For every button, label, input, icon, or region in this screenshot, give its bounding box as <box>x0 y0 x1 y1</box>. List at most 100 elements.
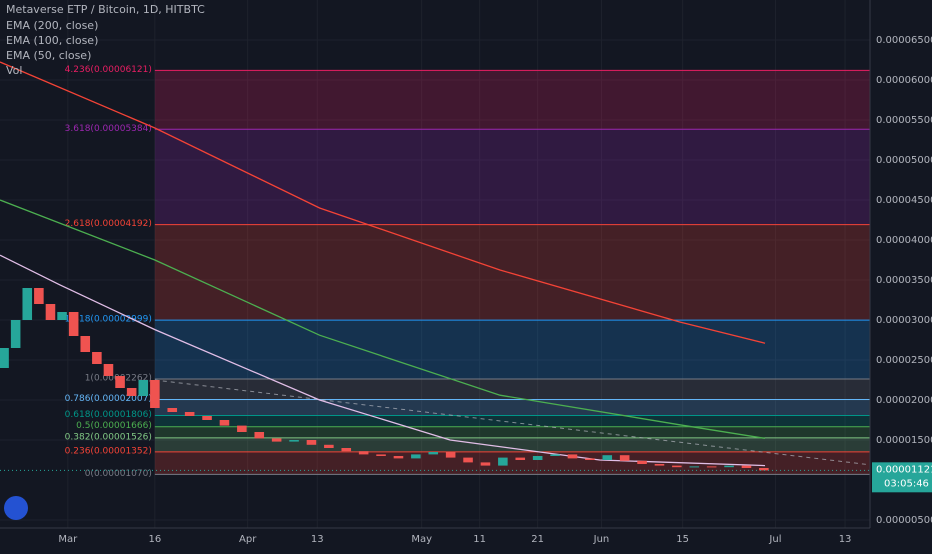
y-tick-label: 0.00003000 <box>876 315 932 326</box>
fib-band <box>154 129 871 225</box>
trendline <box>154 379 871 466</box>
x-tick-label: 16 <box>148 534 161 545</box>
last-price-box <box>872 462 932 493</box>
fib-label: 0.618(0.00001806) <box>65 410 152 420</box>
y-tick-label: 0.00006000 <box>876 75 932 86</box>
fib-label: 4.236(0.00006121) <box>65 65 152 75</box>
candle <box>184 412 195 416</box>
candle <box>237 425 247 432</box>
last-price-label: 0.00001121 <box>876 464 932 475</box>
candle <box>428 452 439 455</box>
candle <box>672 465 682 468</box>
fib-label: 0.382(0.00001526) <box>65 432 152 442</box>
candle <box>515 457 526 460</box>
fib-band <box>154 426 871 438</box>
x-tick-label: 11 <box>473 534 486 545</box>
x-tick-label: May <box>411 534 432 545</box>
candle <box>150 380 160 408</box>
y-tick-label: 0.00002000 <box>876 395 932 406</box>
fib-label: 0.236(0.00001352) <box>65 446 152 456</box>
candle <box>376 454 386 456</box>
ema-line <box>0 61 766 344</box>
fib-label: 0.786(0.00002007) <box>65 394 152 404</box>
candle <box>115 376 125 388</box>
candle <box>393 456 404 459</box>
candle <box>341 448 352 452</box>
candle <box>10 320 21 348</box>
fib-label: 0(0.00001070) <box>85 469 152 479</box>
candle <box>724 465 734 468</box>
y-tick-label: 0.00005500 <box>876 115 932 126</box>
fib-label: 1.618(0.00002999) <box>65 315 152 325</box>
candle <box>271 438 282 442</box>
candle <box>411 454 421 459</box>
candle <box>22 288 33 320</box>
legend-entry: EMA (100, close) <box>6 34 98 47</box>
legend-entry: EMA (200, close) <box>6 19 98 32</box>
x-tick-label: 13 <box>839 534 852 545</box>
candle <box>637 460 647 464</box>
y-tick-label: 0.00002500 <box>876 355 932 366</box>
fib-label: 3.618(0.00005384) <box>65 124 152 134</box>
y-tick-label: 0.00001500 <box>876 435 932 446</box>
fib-band <box>154 320 871 380</box>
x-tick-label: 21 <box>531 534 544 545</box>
x-tick-label: 15 <box>676 534 689 545</box>
y-tick-label: 0.00006500 <box>876 35 932 46</box>
candle <box>324 444 334 448</box>
fib-band <box>154 70 871 130</box>
chart-title: Metaverse ETP / Bitcoin, 1D, HITBTC <box>6 3 205 16</box>
candle <box>167 408 178 412</box>
candle <box>585 458 595 460</box>
fib-label: 2.618(0.00004192) <box>65 219 152 229</box>
x-tick-label: Apr <box>239 534 257 545</box>
fib-band <box>154 437 871 452</box>
candle <box>34 288 44 304</box>
candle <box>358 451 369 455</box>
x-tick-label: Mar <box>58 534 78 545</box>
y-tick-label: 0.00000500 <box>876 515 932 526</box>
candle <box>532 456 543 460</box>
logo <box>4 496 28 520</box>
ema-line <box>0 254 766 467</box>
y-tick-label: 0.00004000 <box>876 235 932 246</box>
fib-band <box>154 224 871 321</box>
y-tick-label: 0.00003500 <box>876 275 932 286</box>
candle <box>0 348 9 368</box>
candle <box>103 364 114 376</box>
candle <box>689 466 700 468</box>
x-tick-label: Jun <box>593 534 610 545</box>
candle <box>567 454 578 459</box>
candle <box>254 432 265 439</box>
candle <box>480 462 491 466</box>
candle <box>126 388 137 396</box>
x-tick-label: 13 <box>311 534 324 545</box>
fib-band <box>154 451 871 475</box>
candle <box>202 416 212 420</box>
candle <box>289 440 299 442</box>
candle <box>45 304 56 320</box>
candle <box>80 336 91 352</box>
candle <box>463 457 473 463</box>
y-tick-label: 0.00005000 <box>876 155 932 166</box>
candle <box>706 466 717 468</box>
candle <box>759 468 769 471</box>
candle <box>445 452 456 458</box>
candle <box>498 457 508 466</box>
fib-band <box>154 379 871 400</box>
y-tick-label: 0.00004500 <box>876 195 932 206</box>
x-tick-label: Jul <box>768 534 781 545</box>
fib-label: 0.5(0.00001666) <box>76 421 152 431</box>
candle <box>138 380 149 396</box>
candle <box>741 465 752 468</box>
ema-line <box>0 199 766 440</box>
candle <box>550 454 560 456</box>
countdown: 03:05:46 <box>884 478 929 489</box>
price-axis <box>870 0 932 550</box>
candle <box>57 312 67 320</box>
candle <box>619 455 630 461</box>
candle <box>92 352 102 364</box>
plot-area: 4.236(0.00006121) 3.618(0.00005384) 2.618(… <box>0 0 871 528</box>
legend-entry: Vol <box>6 64 22 77</box>
